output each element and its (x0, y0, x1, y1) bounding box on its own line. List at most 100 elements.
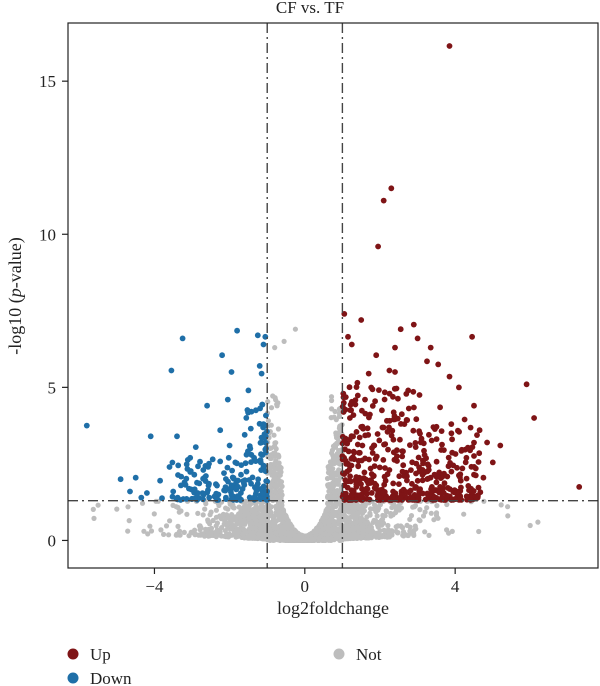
point-down (205, 482, 212, 489)
point-down (263, 478, 270, 484)
point-not (324, 507, 330, 513)
point-up (399, 453, 406, 460)
point-up (476, 450, 483, 457)
y-axis-label-suffix: -value) (5, 237, 26, 288)
point-not (208, 532, 214, 538)
point-up (463, 454, 470, 461)
point-up (444, 473, 451, 480)
point-up (414, 477, 421, 484)
point-not (203, 526, 209, 533)
point-down (182, 481, 189, 488)
point-not (343, 504, 349, 510)
point-not (505, 513, 511, 519)
point-up (348, 462, 355, 469)
point-down (178, 473, 185, 480)
point-up (348, 341, 355, 348)
point-up (376, 437, 383, 444)
point-not (285, 536, 291, 542)
point-up (441, 480, 448, 487)
point-down (263, 449, 269, 456)
point-up (386, 424, 392, 431)
point-down (144, 490, 150, 496)
point-not (420, 513, 427, 519)
point-not (498, 502, 504, 508)
point-not (336, 498, 342, 504)
point-down (221, 470, 227, 476)
point-not (329, 512, 335, 518)
point-not (90, 506, 96, 512)
point-up (445, 454, 452, 461)
point-not (271, 432, 277, 438)
point-up (347, 401, 354, 408)
point-not (249, 535, 255, 541)
point-not (236, 504, 242, 510)
point-not (331, 414, 337, 420)
point-up (446, 373, 453, 380)
point-not (431, 517, 437, 523)
point-not (328, 484, 334, 490)
point-not (291, 537, 297, 543)
point-not (354, 512, 360, 518)
plot-frame (67, 22, 599, 569)
point-up (410, 427, 417, 434)
point-down (238, 471, 244, 478)
point-up (384, 428, 391, 435)
point-up (358, 481, 364, 487)
point-up (353, 474, 360, 480)
point-up (466, 487, 472, 494)
point-down (200, 491, 207, 498)
point-up (438, 447, 444, 453)
point-not (260, 520, 267, 526)
point-not (400, 532, 406, 538)
point-not (416, 517, 422, 523)
point-not (363, 520, 370, 526)
point-up (390, 480, 397, 487)
point-up (372, 455, 379, 462)
point-not (210, 517, 216, 524)
point-up (412, 484, 419, 490)
point-up (388, 185, 395, 192)
point-up (395, 395, 401, 402)
y-axis-label: -log10 (p-value) (5, 237, 26, 354)
point-down (225, 478, 231, 485)
point-up (415, 454, 422, 461)
point-not (393, 509, 399, 516)
point-down (175, 462, 182, 469)
y-tick-label: 5 (48, 378, 57, 397)
point-up (381, 389, 388, 396)
point-up (414, 335, 421, 342)
point-up (465, 444, 471, 451)
point-up (380, 457, 387, 463)
y-tick-label: 10 (39, 225, 56, 244)
point-not (434, 503, 440, 509)
point-up (364, 425, 371, 432)
point-down (83, 422, 90, 429)
point-down (260, 341, 267, 348)
point-not (334, 527, 340, 533)
point-up (440, 490, 447, 496)
point-up (410, 388, 417, 395)
point-not (346, 515, 352, 521)
point-not (268, 504, 274, 510)
point-not (317, 522, 323, 528)
point-not (268, 422, 274, 428)
point-down (225, 454, 232, 461)
legend-item-up: Up (67, 645, 111, 664)
point-down (256, 420, 263, 427)
legend-label-down: Down (90, 669, 132, 686)
point-not (265, 418, 271, 424)
point-not (270, 513, 276, 519)
point-not (274, 525, 280, 531)
point-down (206, 494, 213, 501)
point-down (184, 457, 191, 463)
point-not (318, 529, 324, 535)
point-not (277, 464, 283, 470)
point-not (148, 528, 155, 534)
point-up (366, 496, 373, 503)
point-not (329, 474, 335, 480)
point-up (448, 468, 455, 475)
point-not (246, 506, 252, 512)
point-not (355, 534, 361, 540)
point-not (404, 522, 410, 529)
point-down (247, 425, 254, 432)
